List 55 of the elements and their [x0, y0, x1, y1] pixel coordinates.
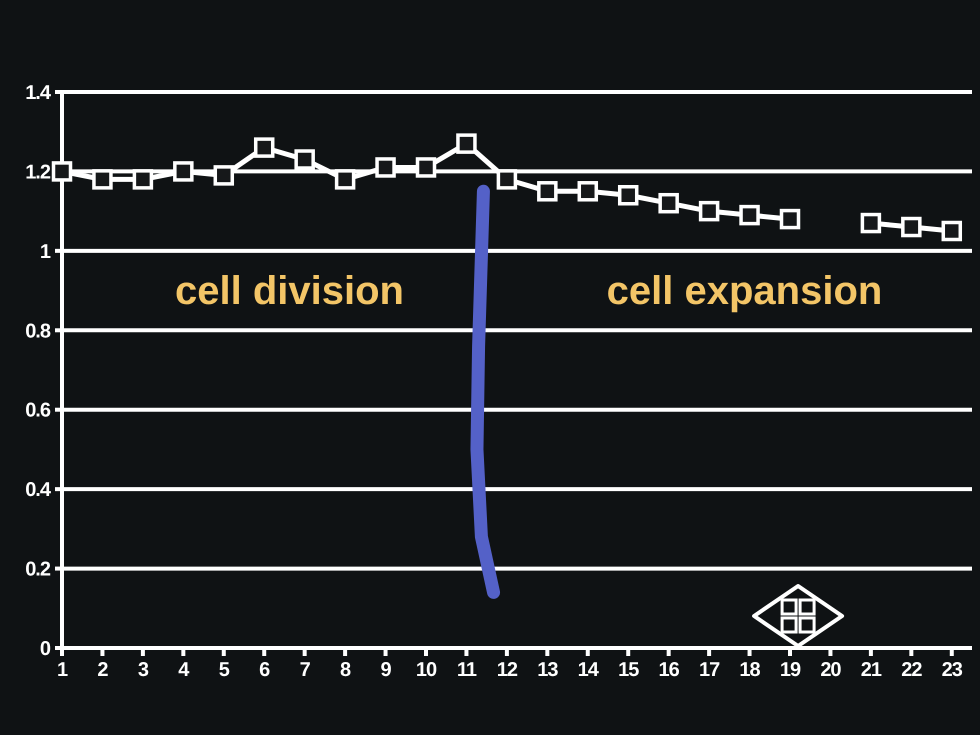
x-tick-label: 5 — [218, 659, 230, 681]
y-tick-label: 0 — [40, 638, 51, 660]
x-tick-label: 18 — [739, 659, 761, 681]
y-tick-label: 1.2 — [25, 161, 51, 184]
x-tick-label: 4 — [178, 659, 190, 681]
x-tick-label: 16 — [658, 659, 680, 681]
point — [537, 181, 558, 202]
point — [456, 133, 477, 154]
point — [375, 157, 396, 178]
y-tick-label: 1 — [40, 240, 51, 263]
y-tick-label: 1.4 — [25, 82, 52, 104]
x-tick-label: 23 — [942, 659, 963, 681]
point — [739, 204, 760, 226]
point — [92, 169, 113, 190]
point — [132, 169, 154, 190]
x-tick-label: 2 — [97, 659, 108, 681]
point — [901, 216, 922, 238]
x-tick-label: 20 — [820, 659, 842, 681]
y-tick-label: 0.6 — [25, 400, 51, 422]
point — [496, 169, 518, 190]
x-tick-label: 8 — [340, 659, 352, 681]
x-tick-label: 13 — [537, 659, 558, 681]
point — [294, 149, 315, 170]
x-tick-label: 19 — [780, 659, 801, 681]
x-tick-label: 14 — [578, 659, 600, 681]
point — [578, 181, 598, 202]
y-tick-label: 0.4 — [25, 479, 52, 502]
x-tick-label: 22 — [901, 659, 922, 681]
x-tick-label: 10 — [416, 659, 437, 681]
point — [780, 208, 800, 230]
x-tick-label: 11 — [456, 659, 477, 681]
point — [173, 161, 194, 182]
point — [860, 212, 882, 234]
annotation: cell expansion — [606, 268, 882, 313]
point — [942, 220, 962, 242]
point — [254, 137, 274, 158]
x-tick-label: 12 — [496, 659, 518, 681]
x-tick-label: 21 — [860, 659, 882, 681]
point — [214, 165, 234, 186]
x-tick-label: 7 — [300, 659, 311, 681]
x-tick-label: 15 — [618, 659, 640, 681]
y-tick-label: 0.8 — [25, 320, 51, 342]
point — [618, 185, 638, 206]
x-tick-label: 17 — [698, 659, 720, 681]
x-tick-label: 1 — [56, 659, 68, 681]
annotation: cell division — [175, 268, 404, 313]
point — [334, 169, 356, 190]
x-tick-label: 3 — [138, 659, 149, 681]
x-tick-label: 6 — [259, 659, 270, 681]
point — [416, 157, 436, 178]
point — [698, 200, 720, 222]
x-tick-label: 9 — [380, 659, 392, 681]
y-tick-label: 0.2 — [25, 558, 51, 581]
point — [658, 192, 679, 214]
point — [52, 161, 72, 182]
